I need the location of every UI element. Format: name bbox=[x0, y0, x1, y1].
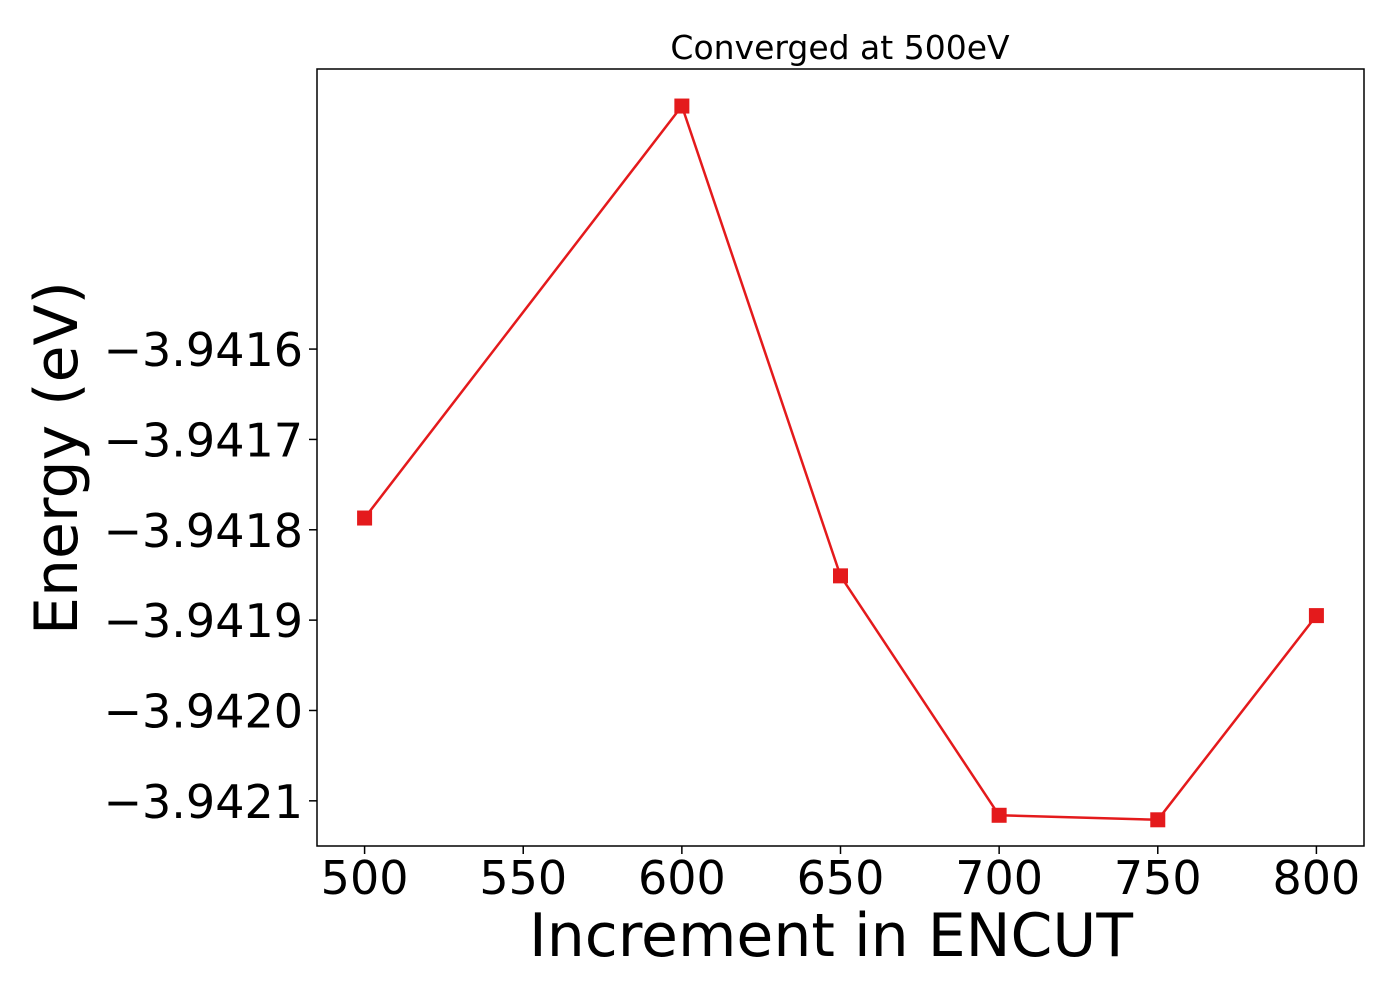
y-tick-label: −3.9420 bbox=[104, 684, 304, 738]
data-point-marker bbox=[833, 568, 848, 584]
x-tick-label: 550 bbox=[479, 851, 567, 905]
y-tick-label: −3.9419 bbox=[104, 594, 304, 648]
y-tick-label: −3.9417 bbox=[104, 413, 304, 467]
x-axis-ticks: 500 550 600 650 700 750 800 bbox=[321, 846, 1361, 905]
data-point-marker bbox=[674, 98, 690, 114]
data-point-marker bbox=[1308, 608, 1324, 624]
y-tick-label: −3.9421 bbox=[104, 775, 304, 829]
data-series bbox=[357, 98, 1324, 828]
x-tick-label: 750 bbox=[1114, 851, 1202, 905]
y-axis-title: Energy (eV) bbox=[22, 281, 92, 635]
series-line bbox=[363, 104, 1318, 822]
chart-title: Converged at 500eV bbox=[670, 28, 1010, 67]
data-point-marker bbox=[1150, 812, 1166, 828]
x-axis-title: Increment in ENCUT bbox=[529, 901, 1133, 971]
y-tick-label: −3.9416 bbox=[104, 323, 304, 377]
plot-area bbox=[316, 68, 1365, 847]
x-tick-label: 500 bbox=[321, 851, 409, 905]
x-tick-label: 700 bbox=[955, 851, 1043, 905]
x-tick-label: 650 bbox=[797, 851, 885, 905]
x-tick-label: 600 bbox=[638, 851, 726, 905]
x-tick-label: 800 bbox=[1273, 851, 1361, 905]
y-tick-label: −3.9418 bbox=[104, 504, 304, 558]
data-point-marker bbox=[991, 807, 1007, 823]
data-point-marker bbox=[357, 510, 373, 526]
y-axis-ticks: −3.9416 −3.9417 −3.9418 −3.9419 −3.9420 −3.94… bbox=[104, 323, 317, 829]
